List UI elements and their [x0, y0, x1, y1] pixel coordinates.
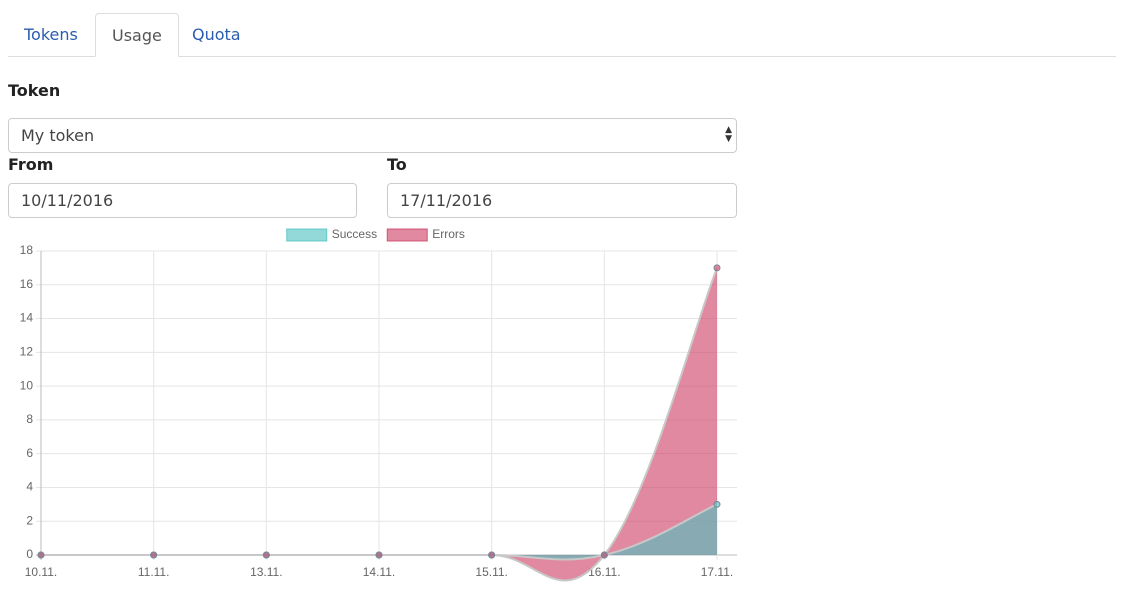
to-input[interactable]: 17/11/2016 — [387, 183, 737, 218]
tab[interactable]: Tokens — [24, 25, 78, 44]
legend-swatch — [286, 228, 328, 242]
data-point — [713, 264, 721, 272]
y-tick-label: 8 — [26, 412, 33, 426]
data-point — [150, 551, 158, 559]
x-tick-label: 11.11. — [138, 565, 170, 579]
series-area — [41, 504, 717, 560]
x-tick-label: 10.11. — [25, 565, 57, 579]
data-point — [375, 551, 383, 559]
chart: 0 2 4 6 8 10 12 14 16 18 10.11. 11.11. 13.11. 14.11. 1… — [20, 227, 737, 582]
x-tick-label: 16.11. — [588, 565, 620, 579]
token-label: Token — [8, 81, 61, 100]
from-value: 10/11/2016 — [21, 191, 114, 210]
tab[interactable]: Quota — [192, 25, 241, 44]
x-tick-label: 13.11. — [250, 565, 282, 579]
legend-label: Success — [332, 227, 377, 241]
from-label: From — [8, 155, 54, 174]
y-tick-label: 10 — [20, 378, 34, 392]
y-tick-label: 16 — [20, 277, 34, 291]
x-tick-label: 14.11. — [363, 565, 395, 579]
token-value: My token — [21, 126, 95, 145]
y-tick-label: 6 — [26, 446, 33, 460]
y-tick-label: 4 — [26, 480, 33, 494]
y-tick-label: 14 — [20, 311, 34, 325]
y-tick-label: 2 — [26, 513, 33, 527]
data-point — [713, 500, 721, 508]
to-label: To — [387, 155, 407, 174]
x-tick-label: 15.11. — [475, 565, 507, 579]
select-arrows: ▲ ▼ — [725, 125, 732, 144]
data-point — [37, 551, 45, 559]
data-point — [600, 551, 608, 559]
token-select[interactable]: My token ▲ ▼ — [8, 118, 737, 153]
y-tick-label: 12 — [20, 345, 34, 359]
legend-label: Errors — [432, 227, 465, 241]
legend-swatch — [386, 228, 428, 242]
tab[interactable]: Usage — [95, 13, 179, 57]
to-value: 17/11/2016 — [400, 191, 493, 210]
data-point — [262, 551, 270, 559]
x-tick-label: 17.11. — [701, 565, 733, 579]
data-point — [488, 551, 496, 559]
y-tick-label: 18 — [20, 243, 34, 257]
y-tick-label: 0 — [26, 547, 33, 561]
from-input[interactable]: 10/11/2016 — [8, 183, 357, 218]
tab-bar: Tokens Usage Quota — [8, 13, 1116, 57]
